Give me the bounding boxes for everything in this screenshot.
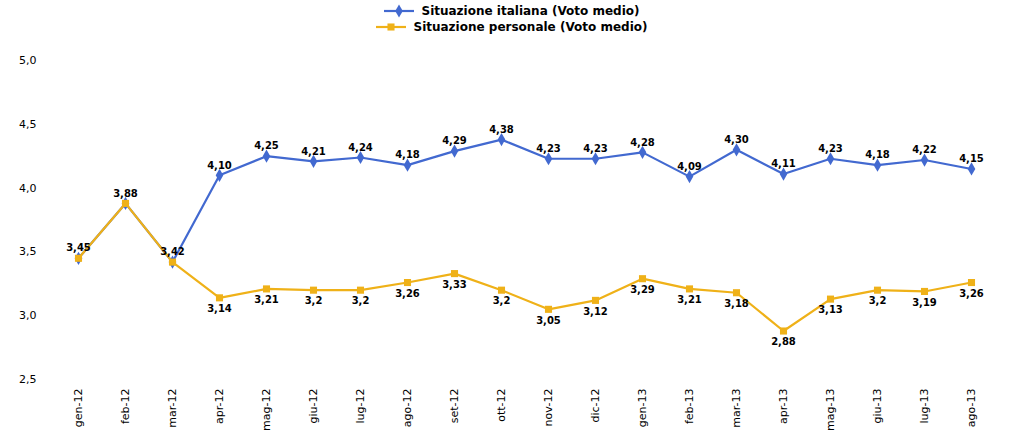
svg-text:3,5: 3,5 [19,245,37,258]
svg-text:4,18: 4,18 [395,149,420,160]
svg-text:3,14: 3,14 [207,303,232,314]
svg-text:3,29: 3,29 [630,284,655,295]
svg-text:4,5: 4,5 [19,118,37,131]
svg-text:3,2: 3,2 [352,295,370,306]
svg-text:3,21: 3,21 [254,294,279,305]
svg-text:2,88: 2,88 [771,336,796,347]
svg-text:lug-13: lug-13 [918,389,931,424]
svg-text:4,11: 4,11 [771,158,796,169]
svg-text:3,2: 3,2 [493,295,511,306]
svg-text:apr-13: apr-13 [777,389,790,425]
svg-text:3,19: 3,19 [912,297,937,308]
svg-text:gen-12: gen-12 [72,389,85,428]
svg-text:3,2: 3,2 [869,295,887,306]
svg-text:3,45: 3,45 [66,242,91,253]
html-text:Situazione personale (Voto med: Situazione personale (Voto medio) [413,20,648,34]
svg-text:3,26: 3,26 [395,288,420,299]
svg-text:4,28: 4,28 [630,137,655,148]
svg-text:giu-13: giu-13 [871,389,884,424]
svg-text:4,23: 4,23 [536,143,561,154]
svg-text:3,18: 3,18 [724,298,749,309]
svg-text:4,24: 4,24 [348,142,373,153]
svg-text:4,23: 4,23 [818,143,843,154]
svg-text:4,18: 4,18 [865,149,890,160]
svg-text:apr-12: apr-12 [213,389,226,425]
svg-text:ago-13: ago-13 [965,389,978,428]
svg-text:ott-12: ott-12 [495,389,508,422]
svg-text:mar-12: mar-12 [166,389,179,428]
svg-text:gen-13: gen-13 [636,389,649,428]
svg-text:3,0: 3,0 [19,309,37,322]
svg-text:feb-13: feb-13 [683,389,696,425]
svg-text:3,88: 3,88 [113,188,138,199]
svg-text:3,12: 3,12 [583,306,608,317]
svg-text:feb-12: feb-12 [119,389,132,425]
svg-text:mag-13: mag-13 [824,389,837,431]
svg-text:3,05: 3,05 [536,315,561,326]
svg-text:mag-12: mag-12 [260,389,273,431]
svg-text:5,0: 5,0 [19,54,37,67]
svg-text:4,0: 4,0 [19,182,37,195]
html-text:Situazione italiana (Voto medi: Situazione italiana (Voto medio) [421,4,640,18]
svg-text:4,09: 4,09 [677,161,702,172]
svg-text:3,13: 3,13 [818,304,843,315]
svg-text:4,22: 4,22 [912,144,937,155]
svg-text:2,5: 2,5 [19,373,37,386]
svg-text:3,21: 3,21 [677,294,702,305]
svg-text:4,21: 4,21 [301,146,326,157]
svg-text:set-12: set-12 [448,389,461,424]
svg-text:4,30: 4,30 [724,134,749,145]
svg-text:4,29: 4,29 [442,135,467,146]
svg-text:4,23: 4,23 [583,143,608,154]
svg-text:4,15: 4,15 [959,153,984,164]
svg-text:3,26: 3,26 [959,288,984,299]
svg-text:4,10: 4,10 [207,160,232,171]
svg-text:lug-12: lug-12 [354,389,367,424]
svg-text:4,25: 4,25 [254,140,279,151]
svg-text:3,2: 3,2 [305,295,323,306]
svg-text:nov-12: nov-12 [542,389,555,427]
svg-text:giu-12: giu-12 [307,389,320,424]
svg-text:ago-12: ago-12 [401,389,414,428]
svg-text:mar-13: mar-13 [730,389,743,428]
svg-text:3,42: 3,42 [160,246,185,257]
svg-text:3,33: 3,33 [442,279,467,290]
svg-text:4,38: 4,38 [489,124,514,135]
svg-text:dic-12: dic-12 [589,389,602,423]
